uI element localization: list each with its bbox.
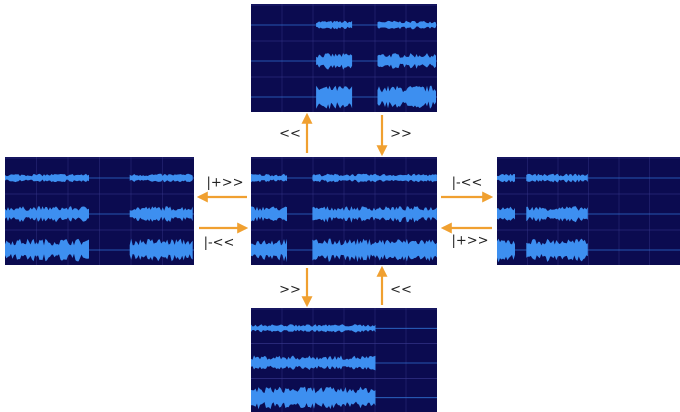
diagram: << >> |+>> |-<< |-<< |+>> >> << xyxy=(0,0,680,412)
waveform-panel xyxy=(251,157,437,265)
waveform xyxy=(312,174,437,183)
arrow-label: |-<< xyxy=(204,236,235,251)
waveform-panel xyxy=(5,157,194,265)
panels xyxy=(5,4,680,412)
arrow-label: << xyxy=(279,127,301,142)
arrow-label: >> xyxy=(279,283,301,298)
arrow-label: >> xyxy=(390,127,412,142)
waveform-panel xyxy=(497,157,680,265)
waveform-panel xyxy=(251,4,437,112)
waveform xyxy=(526,174,588,183)
arrow-label: |-<< xyxy=(452,176,483,191)
waveform-panel xyxy=(251,308,437,412)
arrow-label: |+>> xyxy=(206,176,243,191)
arrow-label: << xyxy=(390,283,412,298)
arrow-label: |+>> xyxy=(451,234,488,249)
waveform xyxy=(5,239,89,262)
